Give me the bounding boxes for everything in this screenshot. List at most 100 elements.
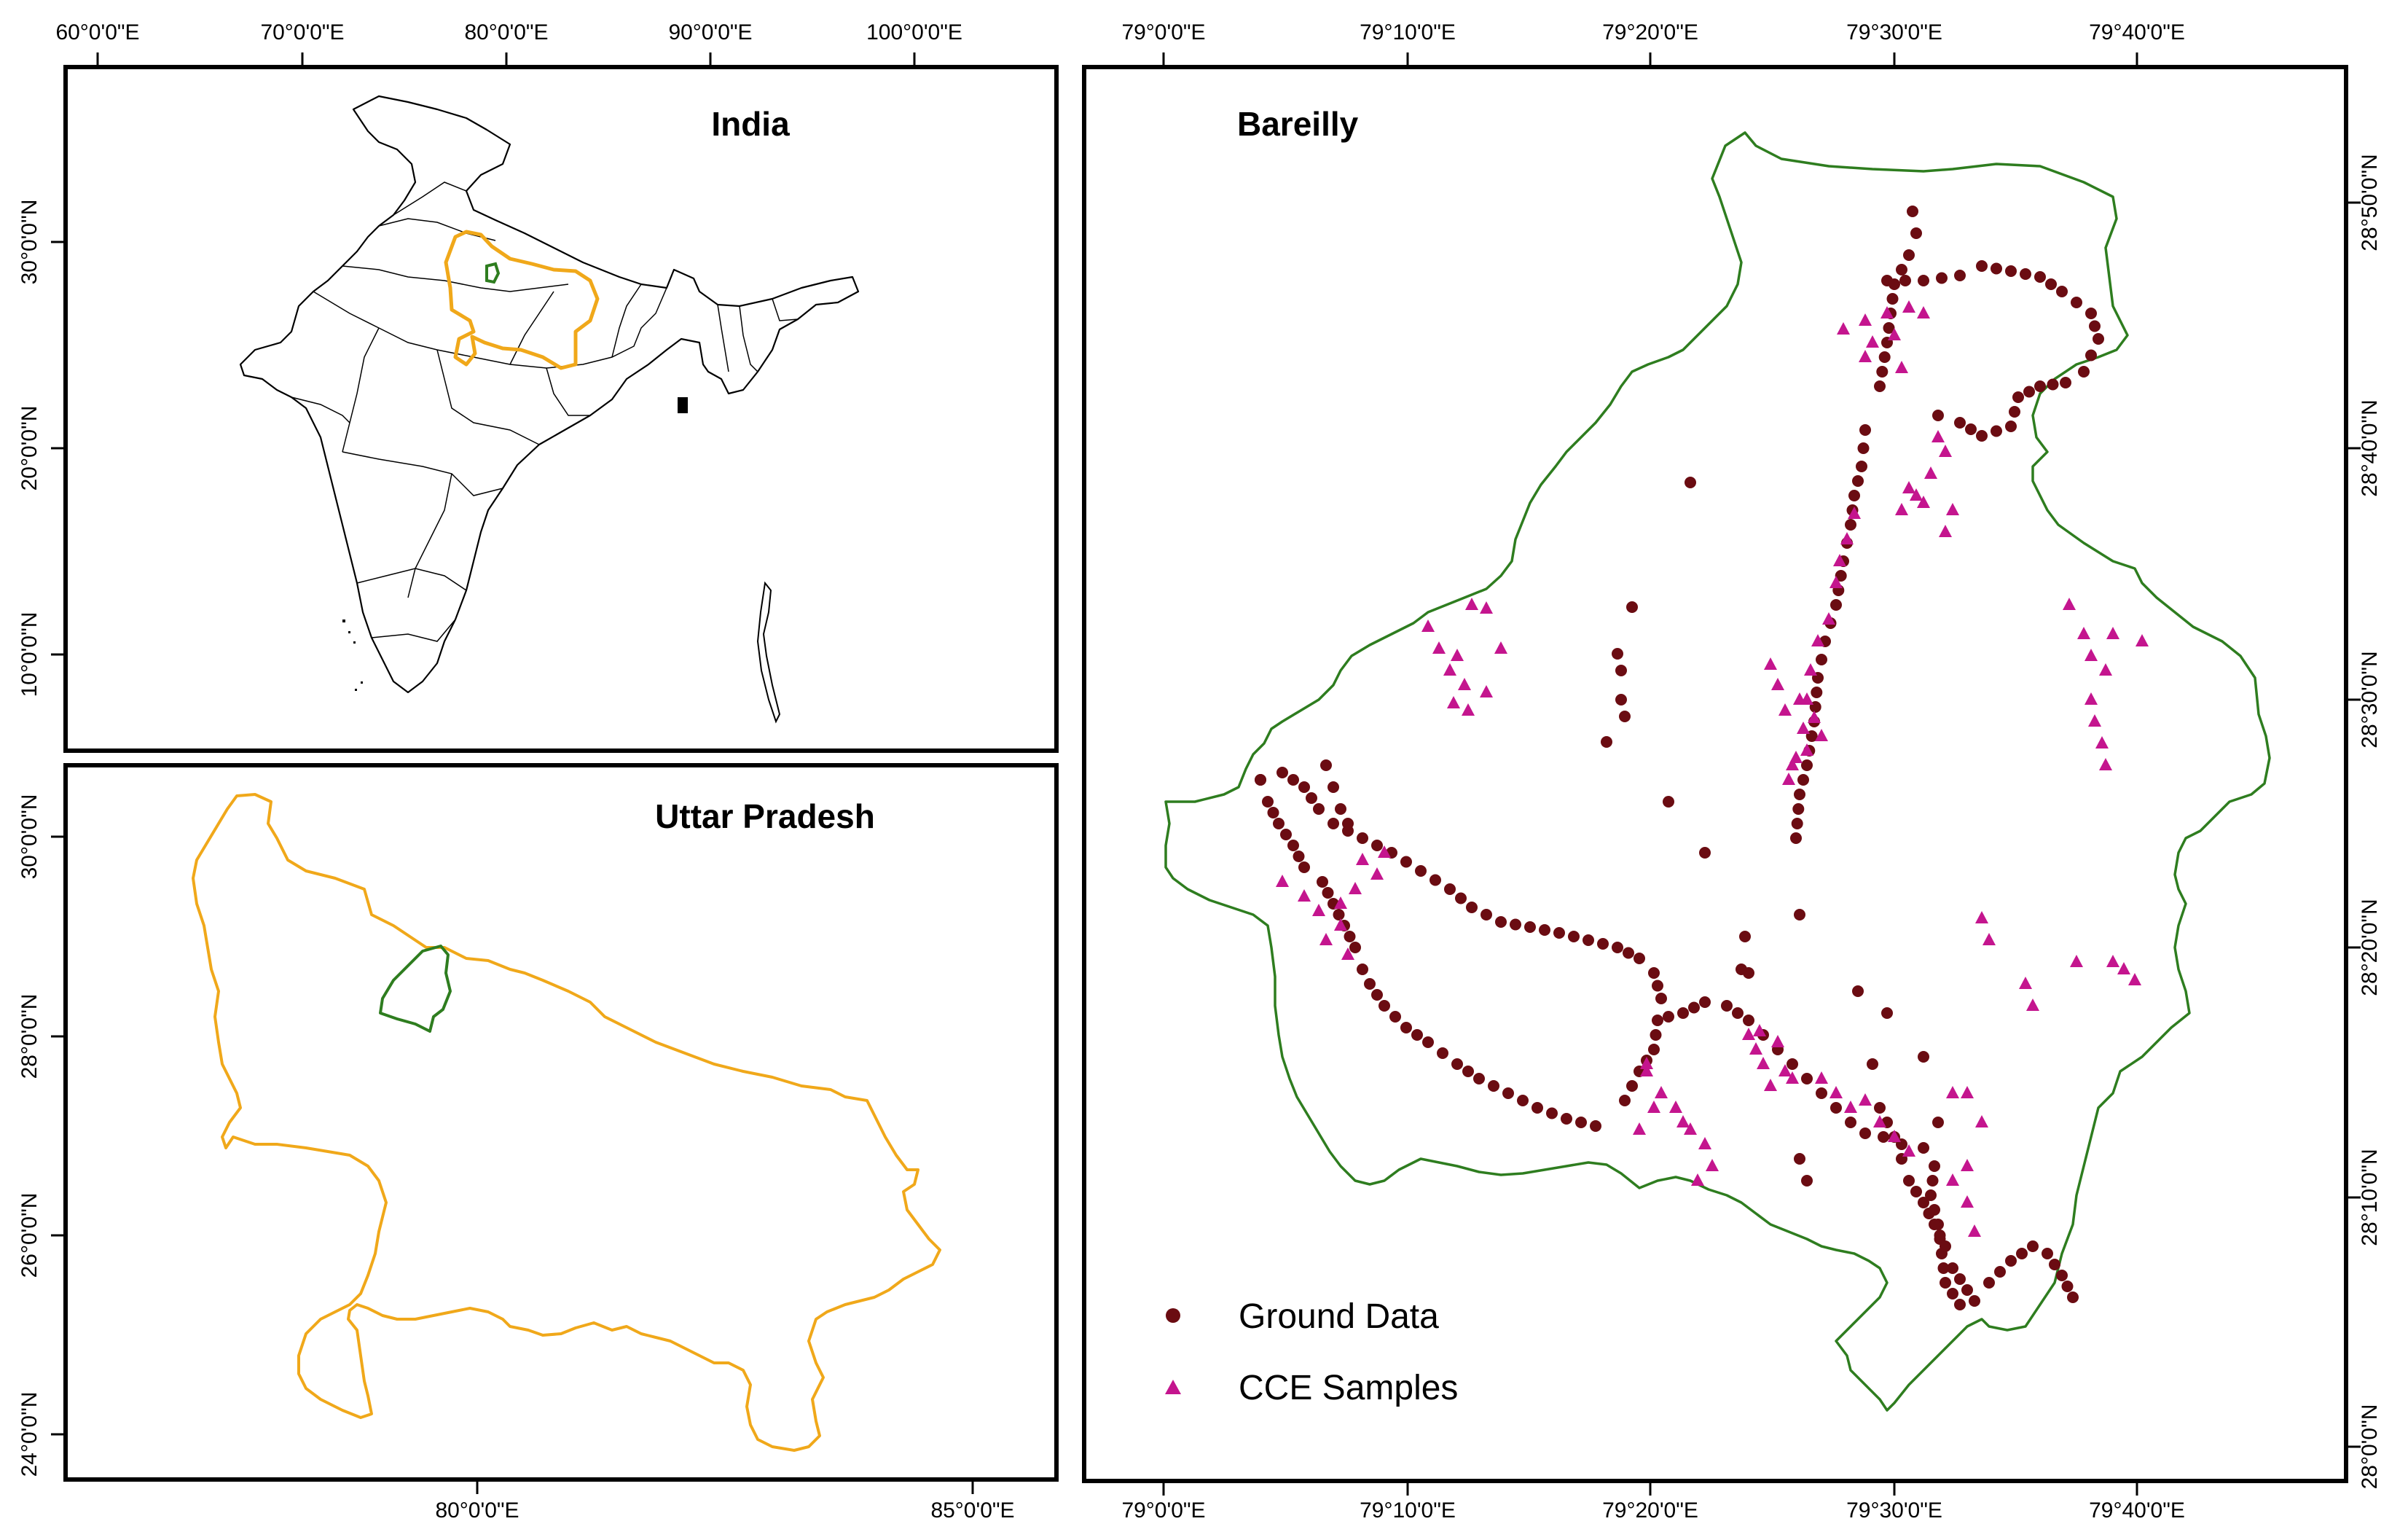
cce-sample-point [1939, 445, 1952, 457]
cce-sample-point [1319, 933, 1333, 945]
ground-data-point [1335, 803, 1346, 815]
ground-data-point [1313, 803, 1325, 815]
india-panel: 60°0'0"E 70°0'0"E 80°0'0"E 90°0'0"E 100°… [17, 20, 1059, 753]
ground-data-point [2020, 268, 2031, 280]
ground-data-point [1510, 918, 1521, 931]
india-state-lines [291, 181, 799, 642]
cce-sample-point [1465, 598, 1478, 610]
ground-data-point [1940, 1277, 1951, 1289]
cce-sample-point [1811, 634, 1824, 646]
ground-data-point [1298, 781, 1310, 793]
cce-sample-point [1764, 1079, 1777, 1091]
cce-sample-point [1778, 703, 1792, 716]
ground-data-point [1389, 1011, 1401, 1023]
cce-sample-point [1829, 1086, 1843, 1098]
ground-data-point [1794, 909, 1805, 921]
ground-data-point [1940, 1240, 1951, 1252]
ground-data-point [1932, 1117, 1944, 1128]
ground-data-point [1801, 1073, 1813, 1084]
ground-data-point [1932, 410, 1944, 421]
ground-data-point [1976, 260, 1988, 272]
ground-data-point [2005, 421, 2017, 432]
ground-data-point [1934, 1230, 1946, 1241]
ground-data-point [1801, 1175, 1813, 1187]
bareilly-right-tick-5: 28°10'0"N [2358, 1149, 2382, 1246]
ground-data-point [1918, 1197, 1929, 1208]
cce-sample-point [1833, 554, 1846, 566]
cce-sample-point [1822, 612, 1835, 625]
cce-sample-point [1640, 1064, 1653, 1076]
cce-sample-point [1778, 1064, 1792, 1076]
ground-data-point [1481, 909, 1492, 921]
india-east-fill [678, 397, 688, 413]
ground-data-point [1298, 861, 1310, 873]
ground-data-point [2005, 265, 2017, 277]
ground-data-point [1583, 934, 1594, 946]
cce-sample-point [1494, 641, 1507, 654]
ground-data-point [1262, 796, 1274, 808]
legend-ground-data-label: Ground Data [1239, 1297, 1439, 1336]
cce-sample-point [1684, 1122, 1697, 1135]
ground-data-point [1333, 909, 1345, 921]
ground-data-point [1969, 1295, 1980, 1307]
ground-data-point [1835, 570, 1847, 582]
up-tick-lon-2: 85°0'0"E [930, 1498, 1014, 1523]
ground-data-point [1925, 1189, 1937, 1201]
cce-sample-point [1844, 1101, 1857, 1113]
ground-data-point [1342, 818, 1354, 829]
cce-sample-point [1800, 743, 1813, 756]
bareilly-right-tick-1: 28°50'0"N [2358, 154, 2382, 251]
ground-data-point [1488, 1080, 1499, 1092]
cce-sample-point [1888, 1130, 1901, 1142]
ground-data-point [1845, 519, 1856, 531]
ground-data-point [1327, 818, 1339, 829]
ground-data-point [1794, 1153, 1805, 1165]
ground-data-point [1371, 989, 1383, 1001]
cce-sample-point [1902, 300, 1915, 313]
ground-data-point [1400, 856, 1412, 868]
cce-sample-point [1880, 306, 1894, 318]
ground-data-point [1791, 818, 1803, 829]
ground-data-point [2009, 406, 2020, 418]
bareilly-title: Bareilly [1237, 105, 1359, 143]
cce-sample-point [1706, 1159, 1719, 1171]
india-tick-lon-5: 100°0'0"E [866, 20, 962, 44]
cce-sample-point [1786, 758, 1799, 770]
cce-sample-point [2085, 692, 2098, 705]
ground-data-point [1816, 654, 1827, 665]
india-outline [239, 95, 860, 694]
cce-sample-point [1451, 649, 1464, 661]
ground-data-point [1287, 774, 1299, 786]
cce-sample-point [2106, 627, 2119, 639]
ground-data-point [1612, 942, 1623, 953]
ground-data-point [1859, 424, 1871, 436]
ground-data-point [1976, 430, 1988, 442]
cce-sample-point [2106, 955, 2119, 967]
ground-data-point [2056, 1270, 2068, 1281]
lakshadweep-islands [342, 619, 363, 691]
ground-data-point [2005, 1255, 2017, 1267]
ground-data-point [1878, 351, 1891, 363]
ground-data-point [1954, 1273, 1966, 1285]
ground-data-point [1612, 648, 1623, 660]
ground-data-point [1437, 1047, 1448, 1059]
cce-sample-point [1298, 889, 1311, 902]
cce-sample-point [1676, 1115, 1690, 1127]
cce-sample-point [1975, 1115, 1988, 1127]
ground-data-point [1623, 947, 1634, 959]
ground-data-point [1903, 1175, 1915, 1187]
ground-data-point [1276, 767, 1288, 778]
ground-data-point [1495, 916, 1507, 928]
cce-sample-point [1458, 678, 1471, 690]
bareilly-panel: 79°0'0"E 79°10'0"E 79°20'0"E 79°30'0"E 7… [1082, 20, 2382, 1523]
ground-data-point [1371, 840, 1383, 851]
ground-data-point [1881, 1007, 1893, 1019]
ground-data-point [1650, 1029, 1662, 1041]
up-tick-lon-1: 80°0'0"E [435, 1498, 519, 1523]
ground-data-point [1918, 1051, 1929, 1063]
ground-data-point [1830, 599, 1842, 611]
ground-data-point [1954, 270, 1966, 281]
cce-sample-point [1924, 466, 1937, 479]
ground-data-point [1721, 1000, 1733, 1012]
cce-sample-point [1859, 350, 1872, 362]
